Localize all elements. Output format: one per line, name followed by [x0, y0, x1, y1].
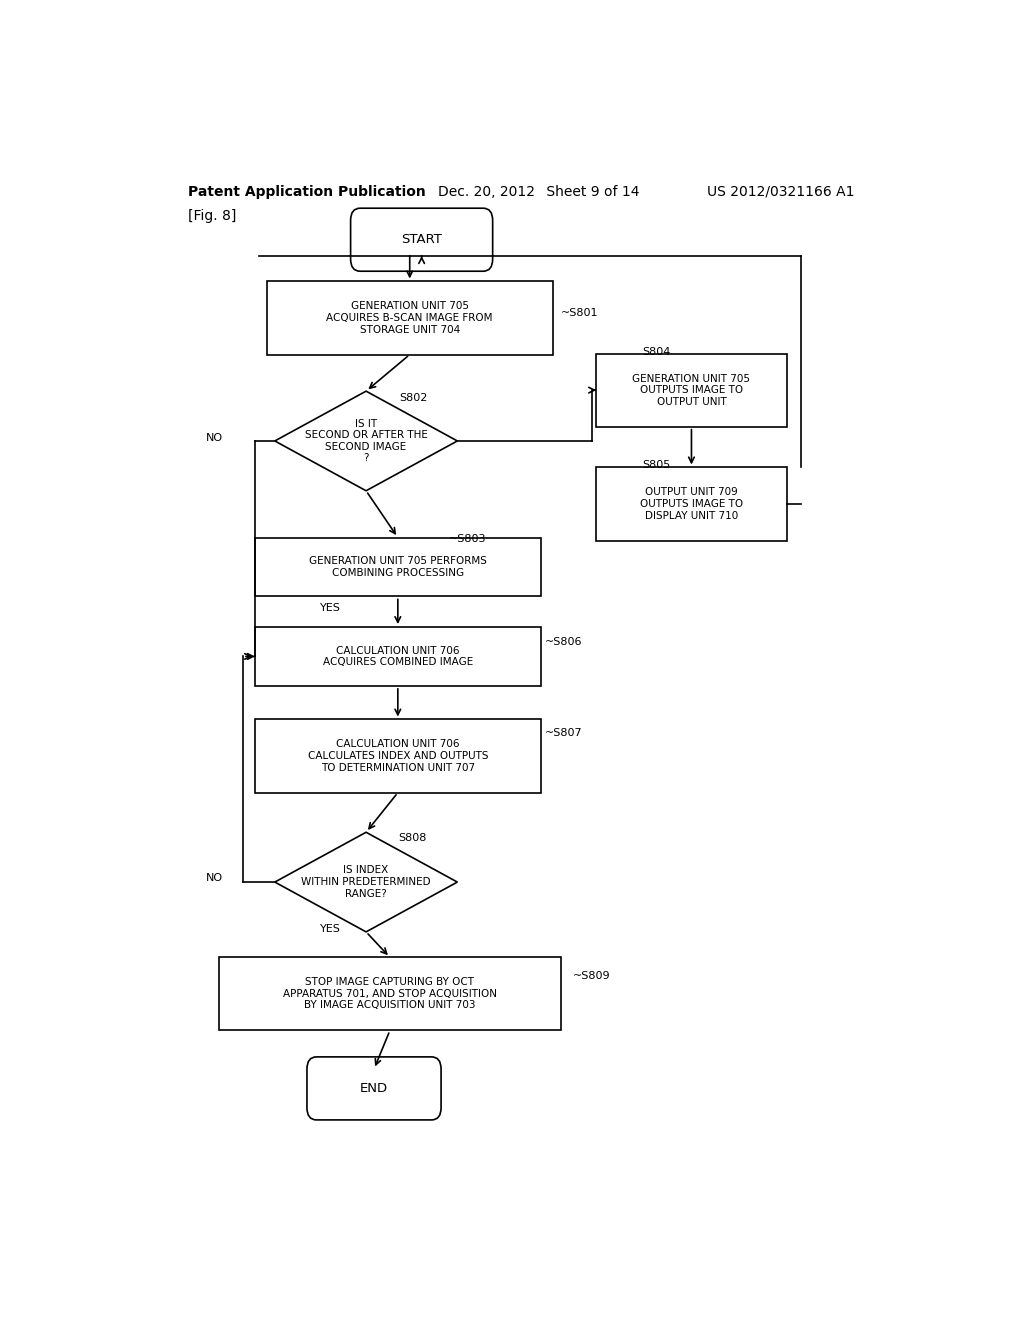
Text: END: END — [360, 1082, 388, 1094]
Text: YES: YES — [321, 603, 341, 612]
Text: CALCULATION UNIT 706
ACQUIRES COMBINED IMAGE: CALCULATION UNIT 706 ACQUIRES COMBINED I… — [323, 645, 473, 667]
Bar — [596, 467, 786, 541]
Text: GENERATION UNIT 705 PERFORMS
COMBINING PROCESSING: GENERATION UNIT 705 PERFORMS COMBINING P… — [309, 556, 486, 578]
Text: Patent Application Publication: Patent Application Publication — [187, 185, 425, 199]
Text: YES: YES — [321, 924, 341, 933]
Text: S804: S804 — [642, 347, 671, 356]
Text: ~S801: ~S801 — [560, 308, 598, 318]
Bar — [219, 957, 560, 1031]
Bar — [596, 354, 786, 426]
Text: ~S803: ~S803 — [449, 533, 486, 544]
Text: GENERATION UNIT 705
ACQUIRES B-SCAN IMAGE FROM
STORAGE UNIT 704: GENERATION UNIT 705 ACQUIRES B-SCAN IMAG… — [327, 301, 493, 334]
Bar — [255, 537, 541, 597]
Text: S802: S802 — [399, 393, 428, 404]
Text: START: START — [401, 234, 442, 247]
Text: NO: NO — [206, 873, 223, 883]
Text: S808: S808 — [397, 833, 426, 843]
Text: NO: NO — [206, 433, 223, 444]
FancyBboxPatch shape — [307, 1057, 441, 1119]
Text: ~S806: ~S806 — [545, 638, 582, 647]
Text: STOP IMAGE CAPTURING BY OCT
APPARATUS 701, AND STOP ACQUISITION
BY IMAGE ACQUISI: STOP IMAGE CAPTURING BY OCT APPARATUS 70… — [283, 977, 497, 1011]
Text: IS IT
SECOND OR AFTER THE
SECOND IMAGE
?: IS IT SECOND OR AFTER THE SECOND IMAGE ? — [305, 418, 427, 463]
Text: CALCULATION UNIT 706
CALCULATES INDEX AND OUTPUTS
TO DETERMINATION UNIT 707: CALCULATION UNIT 706 CALCULATES INDEX AN… — [307, 739, 488, 772]
Text: [Fig. 8]: [Fig. 8] — [187, 210, 236, 223]
Bar — [255, 627, 541, 686]
Text: US 2012/0321166 A1: US 2012/0321166 A1 — [708, 185, 855, 199]
FancyBboxPatch shape — [350, 209, 493, 271]
Text: GENERATION UNIT 705
OUTPUTS IMAGE TO
OUTPUT UNIT: GENERATION UNIT 705 OUTPUTS IMAGE TO OUT… — [633, 374, 751, 407]
Text: ~S809: ~S809 — [572, 970, 610, 981]
Bar — [255, 719, 541, 792]
Polygon shape — [274, 391, 458, 491]
Text: IS INDEX
WITHIN PREDETERMINED
RANGE?: IS INDEX WITHIN PREDETERMINED RANGE? — [301, 866, 431, 899]
Text: Dec. 20, 2012  Sheet 9 of 14: Dec. 20, 2012 Sheet 9 of 14 — [437, 185, 639, 199]
Text: S805: S805 — [642, 461, 671, 470]
Text: OUTPUT UNIT 709
OUTPUTS IMAGE TO
DISPLAY UNIT 710: OUTPUT UNIT 709 OUTPUTS IMAGE TO DISPLAY… — [640, 487, 743, 520]
Text: ~S807: ~S807 — [545, 727, 583, 738]
Bar — [267, 281, 553, 355]
Polygon shape — [274, 833, 458, 932]
